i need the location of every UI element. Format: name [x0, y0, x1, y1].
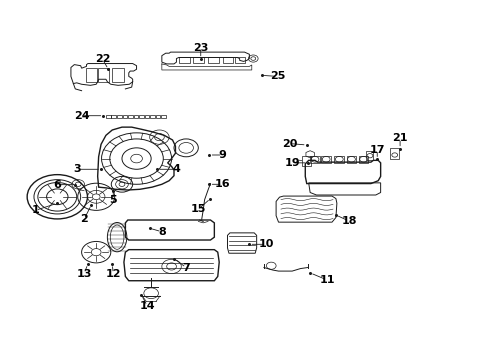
Text: 18: 18 — [341, 216, 356, 226]
Bar — [111, 115, 116, 118]
Bar — [346, 156, 356, 163]
Text: 11: 11 — [319, 275, 334, 285]
Text: 13: 13 — [76, 269, 92, 279]
Bar — [179, 58, 189, 63]
Bar — [85, 68, 97, 82]
Text: 16: 16 — [214, 179, 230, 189]
Bar — [358, 156, 368, 163]
Bar — [193, 58, 203, 63]
Text: 12: 12 — [105, 269, 121, 279]
Text: 21: 21 — [391, 133, 407, 143]
Text: 22: 22 — [95, 54, 110, 64]
Text: 23: 23 — [193, 43, 208, 53]
Text: 3: 3 — [73, 164, 81, 174]
Text: 14: 14 — [139, 301, 155, 311]
Bar — [155, 115, 160, 118]
Text: 17: 17 — [369, 145, 384, 155]
Text: 7: 7 — [182, 262, 190, 273]
Text: 15: 15 — [190, 204, 205, 214]
Bar — [128, 115, 132, 118]
Bar — [234, 58, 245, 63]
Bar — [334, 156, 344, 163]
Text: 25: 25 — [269, 71, 285, 81]
Bar — [207, 58, 218, 63]
Bar — [389, 148, 398, 158]
Text: 24: 24 — [74, 111, 89, 121]
Bar — [112, 68, 123, 82]
Bar — [117, 115, 122, 118]
Text: 1: 1 — [32, 205, 39, 215]
Bar — [133, 115, 138, 118]
Bar — [161, 115, 165, 118]
Bar — [150, 115, 155, 118]
Bar — [98, 68, 109, 82]
Text: 19: 19 — [284, 158, 299, 168]
Text: 2: 2 — [80, 214, 88, 224]
Bar — [122, 115, 127, 118]
Text: 4: 4 — [172, 164, 180, 174]
Bar — [144, 115, 149, 118]
Text: 10: 10 — [258, 239, 273, 249]
Text: 8: 8 — [158, 227, 165, 237]
Bar — [366, 152, 372, 160]
Bar — [106, 115, 110, 118]
Text: 9: 9 — [218, 150, 226, 160]
Text: 6: 6 — [53, 180, 61, 190]
Bar — [301, 156, 310, 166]
Bar — [222, 58, 233, 63]
Text: 5: 5 — [109, 195, 117, 204]
Bar — [309, 156, 319, 163]
Text: 20: 20 — [282, 139, 297, 149]
Bar — [139, 115, 143, 118]
Bar — [321, 156, 330, 163]
